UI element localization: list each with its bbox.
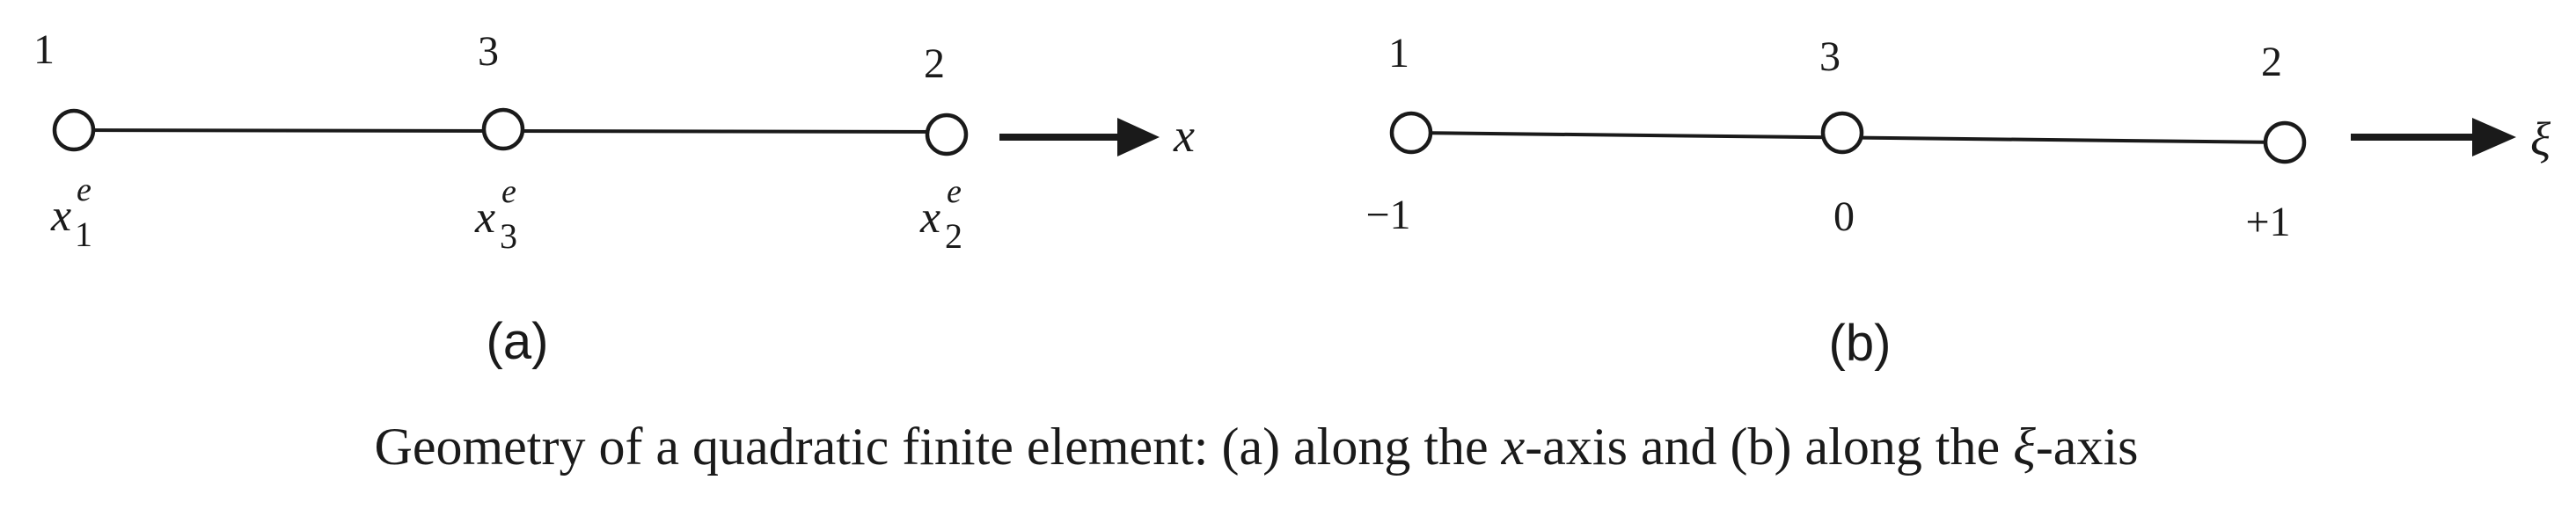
node-b-3-number: 3 xyxy=(1819,33,1841,80)
node-a-3 xyxy=(481,107,525,151)
coord-x2e-sup: e xyxy=(947,173,962,210)
node-b-2-value: +1 xyxy=(2245,199,2290,245)
x-axis-arrow-head xyxy=(1117,118,1160,156)
coord-x2e: x e 2 xyxy=(919,173,962,256)
node-a-1 xyxy=(52,108,96,152)
caption-part1: Geometry of a quadratic finite element: … xyxy=(375,418,1502,476)
coord-x3e-sub: 3 xyxy=(500,216,517,256)
caption-x-symbol: x xyxy=(1501,418,1526,476)
panel-a: 1 3 2 x e 1 x e 3 x e 2 x (a) xyxy=(33,26,1195,370)
node-b-2 xyxy=(2263,120,2307,164)
coord-x2e-base: x xyxy=(919,193,940,243)
coord-x2e-sub: 2 xyxy=(945,216,962,256)
node-a-1-number: 1 xyxy=(33,26,55,73)
panel-a-label: (a) xyxy=(487,313,549,370)
node-b-1 xyxy=(1389,111,1433,155)
coord-x3e: x e 3 xyxy=(474,173,517,256)
coord-x1e-base: x xyxy=(50,191,71,241)
figure-caption: Geometry of a quadratic finite element: … xyxy=(375,418,2139,476)
panel-b: 1 3 2 −1 0 +1 ξ (b) xyxy=(1365,30,2551,372)
node-b-3 xyxy=(1820,111,1864,155)
coord-x1e: x e 1 xyxy=(50,171,92,254)
x-axis-label: x xyxy=(1173,109,1195,162)
caption-part2: -axis and (b) along the xyxy=(1525,418,2013,476)
coord-x3e-base: x xyxy=(474,193,495,243)
caption-xi-symbol: ξ xyxy=(2013,418,2036,476)
node-a-2 xyxy=(925,113,969,156)
node-b-1-value: −1 xyxy=(1365,192,1410,238)
coord-x1e-sub: 1 xyxy=(75,215,92,254)
x-axis-arrow xyxy=(999,118,1160,156)
node-b-2-number: 2 xyxy=(2261,39,2282,85)
xi-axis-arrow-head xyxy=(2472,118,2516,156)
coord-x3e-sup: e xyxy=(501,173,516,210)
caption-part3: -axis xyxy=(2036,418,2139,476)
node-a-2-number: 2 xyxy=(924,40,945,87)
coord-x1e-sup: e xyxy=(77,171,91,208)
xi-axis-arrow xyxy=(2351,118,2516,156)
panel-b-label: (b) xyxy=(1829,315,1892,372)
node-a-3-number: 3 xyxy=(478,28,499,75)
xi-axis-label: ξ xyxy=(2530,113,2551,165)
node-b-1-number: 1 xyxy=(1388,30,1409,76)
node-b-3-value: 0 xyxy=(1833,193,1855,240)
